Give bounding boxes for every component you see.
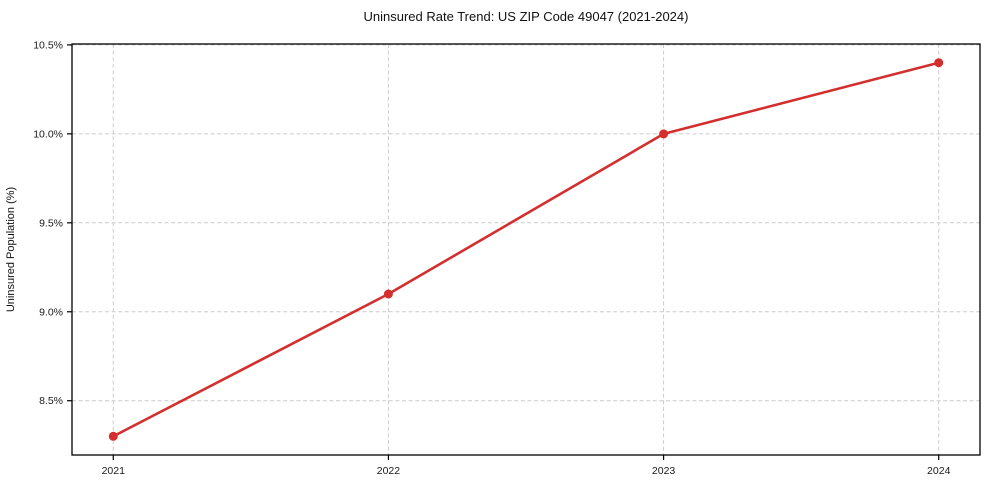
x-tick-label: 2021 xyxy=(102,465,126,477)
data-point xyxy=(659,129,669,139)
x-tick-label: 2023 xyxy=(652,465,676,477)
y-tick-label: 10.0% xyxy=(33,128,63,140)
plot-border xyxy=(71,43,981,456)
x-tick-label: 2022 xyxy=(377,465,401,477)
data-point xyxy=(383,289,393,299)
trend-line xyxy=(112,61,941,438)
chart-title: Uninsured Rate Trend: US ZIP Code 49047 … xyxy=(363,9,689,24)
y-tick-label: 10.5% xyxy=(33,39,63,51)
y-tick-label: 9.5% xyxy=(39,217,63,229)
y-tick-label: 9.0% xyxy=(39,306,63,318)
data-point xyxy=(934,58,944,68)
data-point xyxy=(108,431,118,441)
y-axis-label: Uninsured Population (%) xyxy=(5,187,17,312)
x-tick-label: 2024 xyxy=(927,465,951,477)
y-tick-label: 8.5% xyxy=(39,395,63,407)
